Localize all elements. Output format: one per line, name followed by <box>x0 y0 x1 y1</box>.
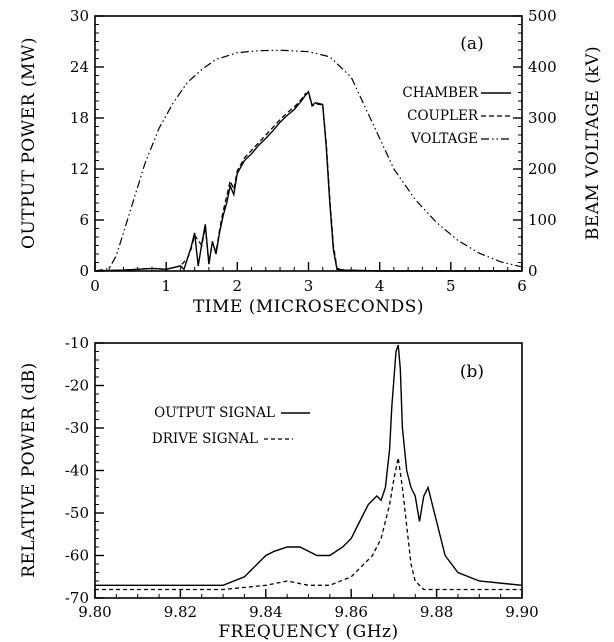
legend-output-signal-label: OUTPUT SIGNAL <box>154 405 275 421</box>
panel-b-x-axis-label: FREQUENCY (GHz) <box>218 622 398 642</box>
y-tick-label: -20 <box>65 377 89 395</box>
panel-a: 0 1 2 3 4 5 6 0 6 12 18 24 30 <box>19 7 603 317</box>
y-tick-label: 18 <box>70 109 89 127</box>
panel-b-frame <box>94 342 523 599</box>
x-tick-label: 9.90 <box>505 603 538 621</box>
legend-chamber-label: CHAMBER <box>402 85 478 101</box>
y-tick-label: -60 <box>65 547 89 565</box>
panel-b-y-axis-label: RELATIVE POWER (dB) <box>19 362 39 578</box>
y-right-tick-label: 500 <box>528 7 557 25</box>
x-tick-label: 9.88 <box>420 603 453 621</box>
panel-a-y-axis-label-right: BEAM VOLTAGE (kV) <box>583 46 603 240</box>
series-drive-signal-line <box>95 457 522 591</box>
panel-a-minor-ticks <box>95 24 522 271</box>
y-tick-label: -10 <box>65 334 89 352</box>
x-tick-label: 4 <box>375 277 385 295</box>
legend-drive-signal-label: DRIVE SIGNAL <box>152 431 258 447</box>
y-right-tick-label: 300 <box>528 109 557 127</box>
panel-b: 9.80 9.82 9.84 9.86 9.88 9.90 -10 -20 -3… <box>19 334 539 642</box>
panel-a-x-axis: 0 1 2 3 4 5 6 <box>90 262 527 295</box>
x-tick-label: 9.80 <box>78 603 111 621</box>
series-coupler-line <box>94 91 522 272</box>
y-tick-label: -40 <box>65 462 89 480</box>
x-tick-label: 2 <box>233 277 243 295</box>
y-right-tick-label: 0 <box>528 262 538 280</box>
y-right-tick-label: 200 <box>528 160 557 178</box>
panel-a-y-axis-right: 0 100 200 300 400 500 <box>513 7 557 280</box>
panel-a-y-axis-label: OUTPUT POWER (MW) <box>19 37 39 249</box>
y-right-tick-label: 400 <box>528 58 557 76</box>
panel-b-minor-ticks <box>95 351 502 598</box>
x-tick-label: 9.84 <box>249 603 282 621</box>
y-tick-label: -30 <box>65 419 89 437</box>
panel-a-legend: CHAMBER COUPLER VOLTAGE <box>402 85 511 147</box>
y-right-tick-label: 100 <box>528 211 557 229</box>
x-tick-label: 3 <box>304 277 314 295</box>
y-tick-label: 6 <box>79 211 89 229</box>
panel-a-tag: (a) <box>460 34 483 54</box>
legend-voltage-label: VOLTAGE <box>410 131 478 147</box>
panel-b-y-axis: -10 -20 -30 -40 -50 -60 -70 <box>65 334 104 607</box>
series-output-signal-line <box>95 344 523 586</box>
y-tick-label: 0 <box>79 262 89 280</box>
y-tick-label: 24 <box>70 58 89 76</box>
legend-coupler-label: COUPLER <box>407 108 479 124</box>
y-tick-label: -50 <box>65 504 89 522</box>
panel-b-tag: (b) <box>460 362 484 382</box>
panel-b-x-axis: 9.80 9.82 9.84 9.86 9.88 9.90 <box>78 589 539 621</box>
y-tick-label: -70 <box>65 589 89 607</box>
x-tick-label: 5 <box>446 277 456 295</box>
x-tick-label: 9.86 <box>334 603 367 621</box>
panel-b-legend: OUTPUT SIGNAL DRIVE SIGNAL <box>152 405 310 447</box>
x-tick-label: 6 <box>517 277 527 295</box>
panel-a-y-axis: 0 6 12 18 24 30 <box>70 7 104 280</box>
y-tick-label: 12 <box>70 160 89 178</box>
x-tick-label: 1 <box>161 277 171 295</box>
y-tick-label: 30 <box>70 7 89 25</box>
series-voltage-line <box>94 49 523 272</box>
x-tick-label: 0 <box>90 277 100 295</box>
panel-a-x-axis-label: TIME (MICROSECONDS) <box>193 297 424 317</box>
x-tick-label: 9.82 <box>164 603 197 621</box>
